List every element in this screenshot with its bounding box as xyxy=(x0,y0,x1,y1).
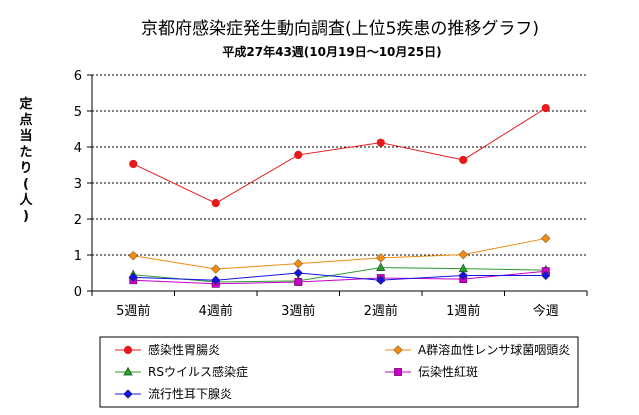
data-point xyxy=(541,104,550,113)
data-point xyxy=(458,263,468,273)
series-1 xyxy=(129,104,550,208)
series-line xyxy=(133,267,546,283)
x-tick-label: 5週前 xyxy=(116,303,150,319)
legend-item-2: A群溶血性レンサ球菌咽頭炎 xyxy=(385,342,570,357)
data-point xyxy=(210,264,221,274)
x-tick-label: 2週前 xyxy=(364,303,398,319)
y-tick-label: 1 xyxy=(74,249,82,264)
data-point xyxy=(293,268,304,278)
data-point xyxy=(294,278,303,286)
data-point xyxy=(210,275,221,285)
series-line xyxy=(133,237,546,270)
x-tick-label: 1週前 xyxy=(446,303,480,319)
legend-label: RSウイルス感染症 xyxy=(148,364,248,379)
data-point xyxy=(375,253,386,263)
legend-label: 伝染性紅斑 xyxy=(418,364,478,379)
y-tick-label: 6 xyxy=(74,69,82,84)
data-point xyxy=(128,250,139,261)
legend-label: 感染性胃腸炎 xyxy=(148,342,220,357)
chart-title: 京都府感染症発生動向調査(上位5疾患の推移グラフ) xyxy=(141,19,539,39)
legend-marker xyxy=(123,366,133,376)
legend-marker xyxy=(393,345,403,355)
data-point xyxy=(458,249,469,260)
x-tick-label: 4週前 xyxy=(199,303,233,319)
axes xyxy=(87,74,588,296)
data-point xyxy=(294,150,303,160)
data-point xyxy=(540,233,551,244)
x-tick-label: 今週 xyxy=(533,303,559,319)
y-tick-labels: 0 1 2 3 4 5 6 xyxy=(74,69,82,300)
y-tick-label: 2 xyxy=(74,213,82,228)
legend-item-4: 伝染性紅斑 xyxy=(385,364,478,379)
legend-item-1: 感染性胃腸炎 xyxy=(115,342,220,357)
x-tick-label: 3週前 xyxy=(281,303,315,319)
y-tick-label: 4 xyxy=(74,141,82,156)
data-point xyxy=(540,270,551,281)
series-line xyxy=(133,107,547,204)
gridlines xyxy=(92,74,587,256)
data-point xyxy=(293,258,304,269)
y-tick-label: 0 xyxy=(74,285,82,300)
legend-marker xyxy=(394,368,402,376)
y-tick-label: 5 xyxy=(74,105,82,120)
series-lines xyxy=(128,104,551,288)
legend-marker xyxy=(123,345,133,355)
series-4 xyxy=(129,267,550,288)
series-line xyxy=(133,270,546,285)
series-2 xyxy=(128,233,551,274)
legend-marker xyxy=(123,389,133,399)
data-point xyxy=(128,272,139,283)
y-tick-label: 3 xyxy=(74,177,82,192)
x-tick-labels: 5週前 4週前 3週前 2週前 1週前 今週 xyxy=(116,303,559,319)
legend-label: 流行性耳下腺炎 xyxy=(148,387,232,401)
data-point xyxy=(129,159,138,169)
data-point xyxy=(211,199,220,208)
data-point xyxy=(376,138,385,147)
series-line xyxy=(133,272,546,281)
data-point xyxy=(375,275,386,285)
legend-item-3: RSウイルス感染症 xyxy=(115,364,248,379)
data-point xyxy=(459,155,468,165)
y-axis-label: 定点当たり(人) xyxy=(18,96,33,224)
y-axis-label-text: 定点当たり(人) xyxy=(18,96,33,224)
data-point xyxy=(376,262,386,272)
series-5 xyxy=(128,268,551,285)
chart-subtitle: 平成27年43週(10月19日～10月25日) xyxy=(222,44,441,59)
legend-box xyxy=(99,336,579,408)
series-3 xyxy=(128,262,551,286)
legend-item-5: 流行性耳下腺炎 xyxy=(115,387,232,401)
data-point xyxy=(458,270,469,281)
legend-label: A群溶血性レンサ球菌咽頭炎 xyxy=(418,342,570,357)
